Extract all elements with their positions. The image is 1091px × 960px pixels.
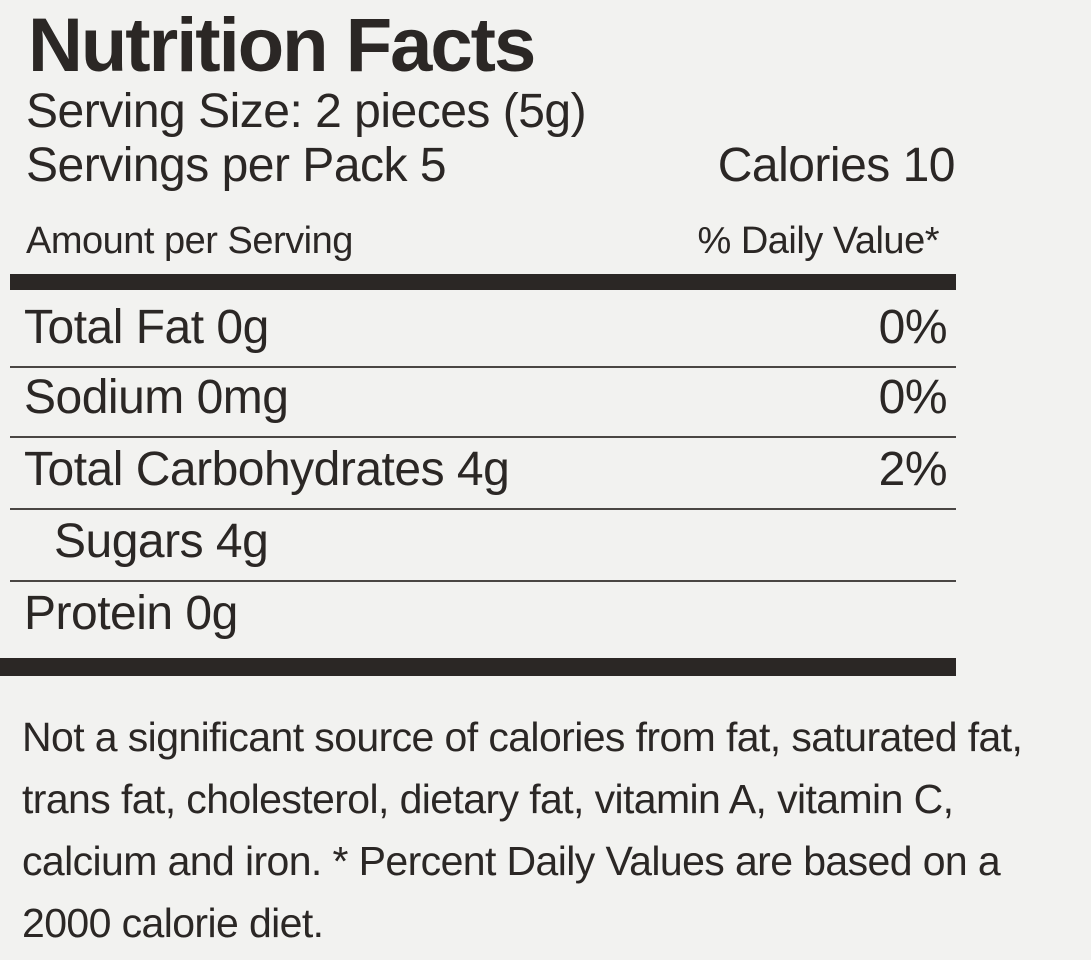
nutrient-label: Sodium 0mg bbox=[24, 371, 289, 424]
daily-value: 0% bbox=[878, 301, 948, 354]
thick-rule bbox=[0, 658, 956, 676]
footnote: Not a significant source of calories fro… bbox=[22, 714, 1023, 946]
serving-size: Serving Size: 2 pieces (5g) bbox=[26, 85, 587, 138]
daily-value: 2% bbox=[878, 443, 948, 496]
servings-per-pack: Servings per Pack 5 bbox=[26, 139, 447, 192]
row-divider bbox=[10, 366, 956, 368]
row-divider bbox=[10, 580, 956, 582]
row-divider bbox=[10, 436, 956, 438]
calories: Calories 10 bbox=[717, 139, 956, 192]
nutrient-label: Total Carbohydrates 4g bbox=[24, 443, 510, 496]
nutrient-label: Total Fat 0g bbox=[24, 301, 269, 354]
nutrient-label: Protein 0g bbox=[24, 587, 238, 640]
row-divider bbox=[10, 508, 956, 510]
nutrient-label: Sugars 4g bbox=[54, 515, 269, 568]
daily-value: 0% bbox=[878, 371, 948, 424]
amount-per-serving: Amount per Serving bbox=[26, 220, 353, 262]
title: Nutrition Facts bbox=[28, 3, 536, 88]
daily-value-header: % Daily Value* bbox=[697, 220, 939, 262]
thick-rule bbox=[10, 274, 956, 290]
